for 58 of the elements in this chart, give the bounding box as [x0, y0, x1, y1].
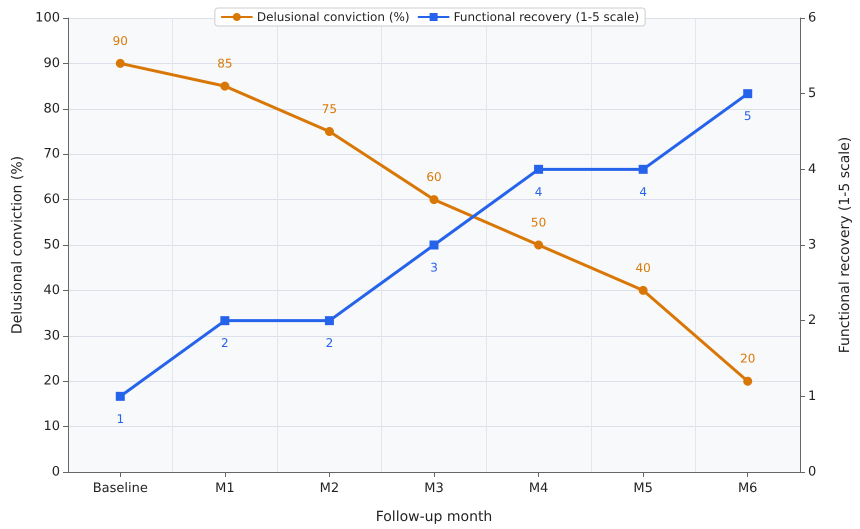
y-tick-label: 20	[43, 374, 60, 389]
y-tick-label: 80	[43, 101, 60, 116]
y2-tick-label: 5	[808, 86, 816, 102]
data-label: 4	[639, 184, 647, 199]
x-tick-label: M2	[320, 481, 340, 496]
y-tick-label: 10	[43, 419, 60, 434]
point	[638, 286, 648, 295]
y-tick-label: 90	[43, 56, 60, 71]
data-label: 3	[430, 260, 438, 274]
data-label: 2	[326, 336, 334, 350]
y2-axis-title: Functional recovery (1-5 scale)	[837, 136, 853, 354]
point	[430, 240, 438, 250]
y-tick-label: 70	[43, 146, 60, 162]
point	[324, 316, 334, 326]
data-label: 75	[322, 102, 338, 116]
data-label: 4	[534, 184, 542, 199]
legend-label: Functional recovery (1-5 scale)	[454, 10, 640, 24]
data-label: 5	[744, 109, 752, 124]
data-label: 60	[426, 170, 442, 184]
legend-label: Delusional conviction (%)	[256, 10, 410, 24]
data-label: 50	[530, 216, 546, 230]
point	[220, 316, 230, 326]
point	[638, 164, 648, 174]
y-axis-title: Delusional conviction (%)	[9, 156, 26, 334]
y-tick-label: 50	[43, 238, 60, 252]
x-tick-label: M4	[528, 481, 548, 496]
data-label: 1	[116, 412, 124, 426]
data-label: 85	[217, 56, 232, 71]
y-tick-label: 30	[43, 328, 60, 344]
point	[324, 127, 334, 136]
x-tick-label: M6	[738, 481, 758, 496]
x-tick-label: M5	[633, 481, 653, 496]
data-label: 20	[740, 352, 756, 366]
point	[534, 240, 544, 250]
point	[534, 164, 544, 174]
data-label: 40	[636, 260, 651, 275]
point	[743, 376, 752, 386]
point	[116, 392, 125, 401]
point	[220, 82, 230, 91]
x-tick-label: M1	[215, 481, 235, 496]
data-label: 2	[221, 336, 229, 350]
point	[430, 195, 438, 204]
y2-tick-label: 2	[808, 313, 816, 328]
y-tick-label: 100	[35, 10, 60, 26]
y-tick-label: 40	[43, 282, 60, 298]
y-tick-label: 60	[43, 192, 60, 208]
y2-tick-label: 4	[808, 162, 816, 177]
x-axis-title: Follow-up month	[376, 509, 492, 525]
y2-tick-label: 3	[808, 238, 816, 252]
point	[116, 58, 125, 68]
y-tick-label: 0	[52, 464, 60, 480]
x-tick-label: Baseline	[92, 481, 148, 496]
y2-tick-label: 1	[808, 388, 816, 404]
y2-tick-label: 6	[808, 10, 816, 26]
point	[743, 89, 752, 98]
x-tick-label: M3	[424, 481, 444, 496]
data-label: 90	[112, 34, 128, 48]
y2-tick-label: 0	[808, 464, 816, 480]
